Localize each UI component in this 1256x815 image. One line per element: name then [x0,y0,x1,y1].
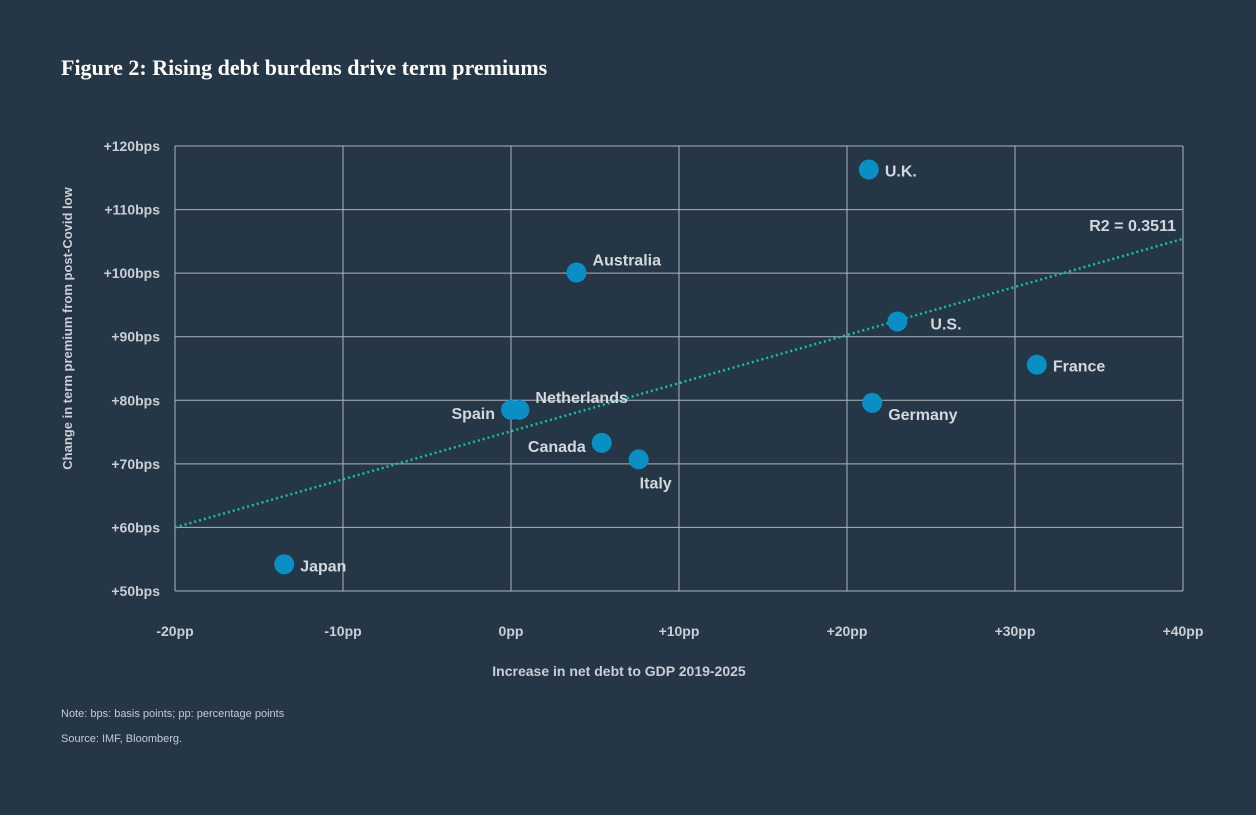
y-tick-label: +120bps [104,138,161,154]
trendline-label: R2 = 0.3511 [1089,218,1176,235]
chart-grid [174,145,1184,592]
data-point-canada [591,432,612,453]
data-label-canada: Canada [528,439,586,456]
y-tick-label: +90bps [111,329,160,345]
data-point-germany [862,392,883,413]
data-point-australia [566,262,587,283]
y-tick-label: +70bps [111,456,160,472]
data-point-netherlands [509,399,530,420]
data-point-u-k [858,159,879,180]
data-label-spain: Spain [451,406,495,423]
data-label-japan: Japan [300,558,346,575]
data-label-u-s: U.S. [930,316,961,333]
chart-note: Note: bps: basis points; pp: percentage … [61,708,285,720]
x-tick-label: 0pp [499,623,524,639]
y-tick-label: +100bps [104,265,161,281]
data-point-france [1026,354,1047,375]
x-tick-label: -10pp [324,623,361,639]
figure-title: Figure 2: Rising debt burdens drive term… [61,55,548,80]
data-label-australia: Australia [593,253,662,270]
data-label-germany: Germany [888,407,957,424]
x-tick-label: +40pp [1163,623,1204,639]
chart-source: Source: IMF, Bloomberg. [61,733,183,745]
x-tick-label: +20pp [827,623,868,639]
y-tick-label: +50bps [111,583,160,599]
data-point-italy [628,449,649,470]
data-label-u-k: U.K. [885,164,917,181]
data-point-u-s [887,311,908,332]
y-tick-label: +60bps [111,519,160,535]
data-label-france: France [1053,359,1106,376]
data-label-italy: Italy [640,475,672,492]
x-axis-title: Increase in net debt to GDP 2019-2025 [492,663,746,679]
x-tick-label: +10pp [659,623,700,639]
axis-titles: Increase in net debt to GDP 2019-2025 Ch… [60,186,746,679]
x-tick-label: +30pp [995,623,1036,639]
data-label-netherlands: Netherlands [535,390,628,407]
data-point-japan [274,554,295,575]
y-tick-label: +110bps [104,202,160,218]
trendline-group: R2 = 0.3511 [174,218,1184,529]
y-tick-label: +80bps [111,392,160,408]
y-axis-title: Change in term premium from post-Covid l… [60,186,75,469]
data-points: Japan Spain Netherlands Australia Canada Ital… [274,159,1106,575]
x-tick-label: -20pp [156,623,193,639]
axis-ticks: -20pp -10pp 0pp +10pp +20pp +30pp +40pp +50bps +… [104,138,1204,639]
